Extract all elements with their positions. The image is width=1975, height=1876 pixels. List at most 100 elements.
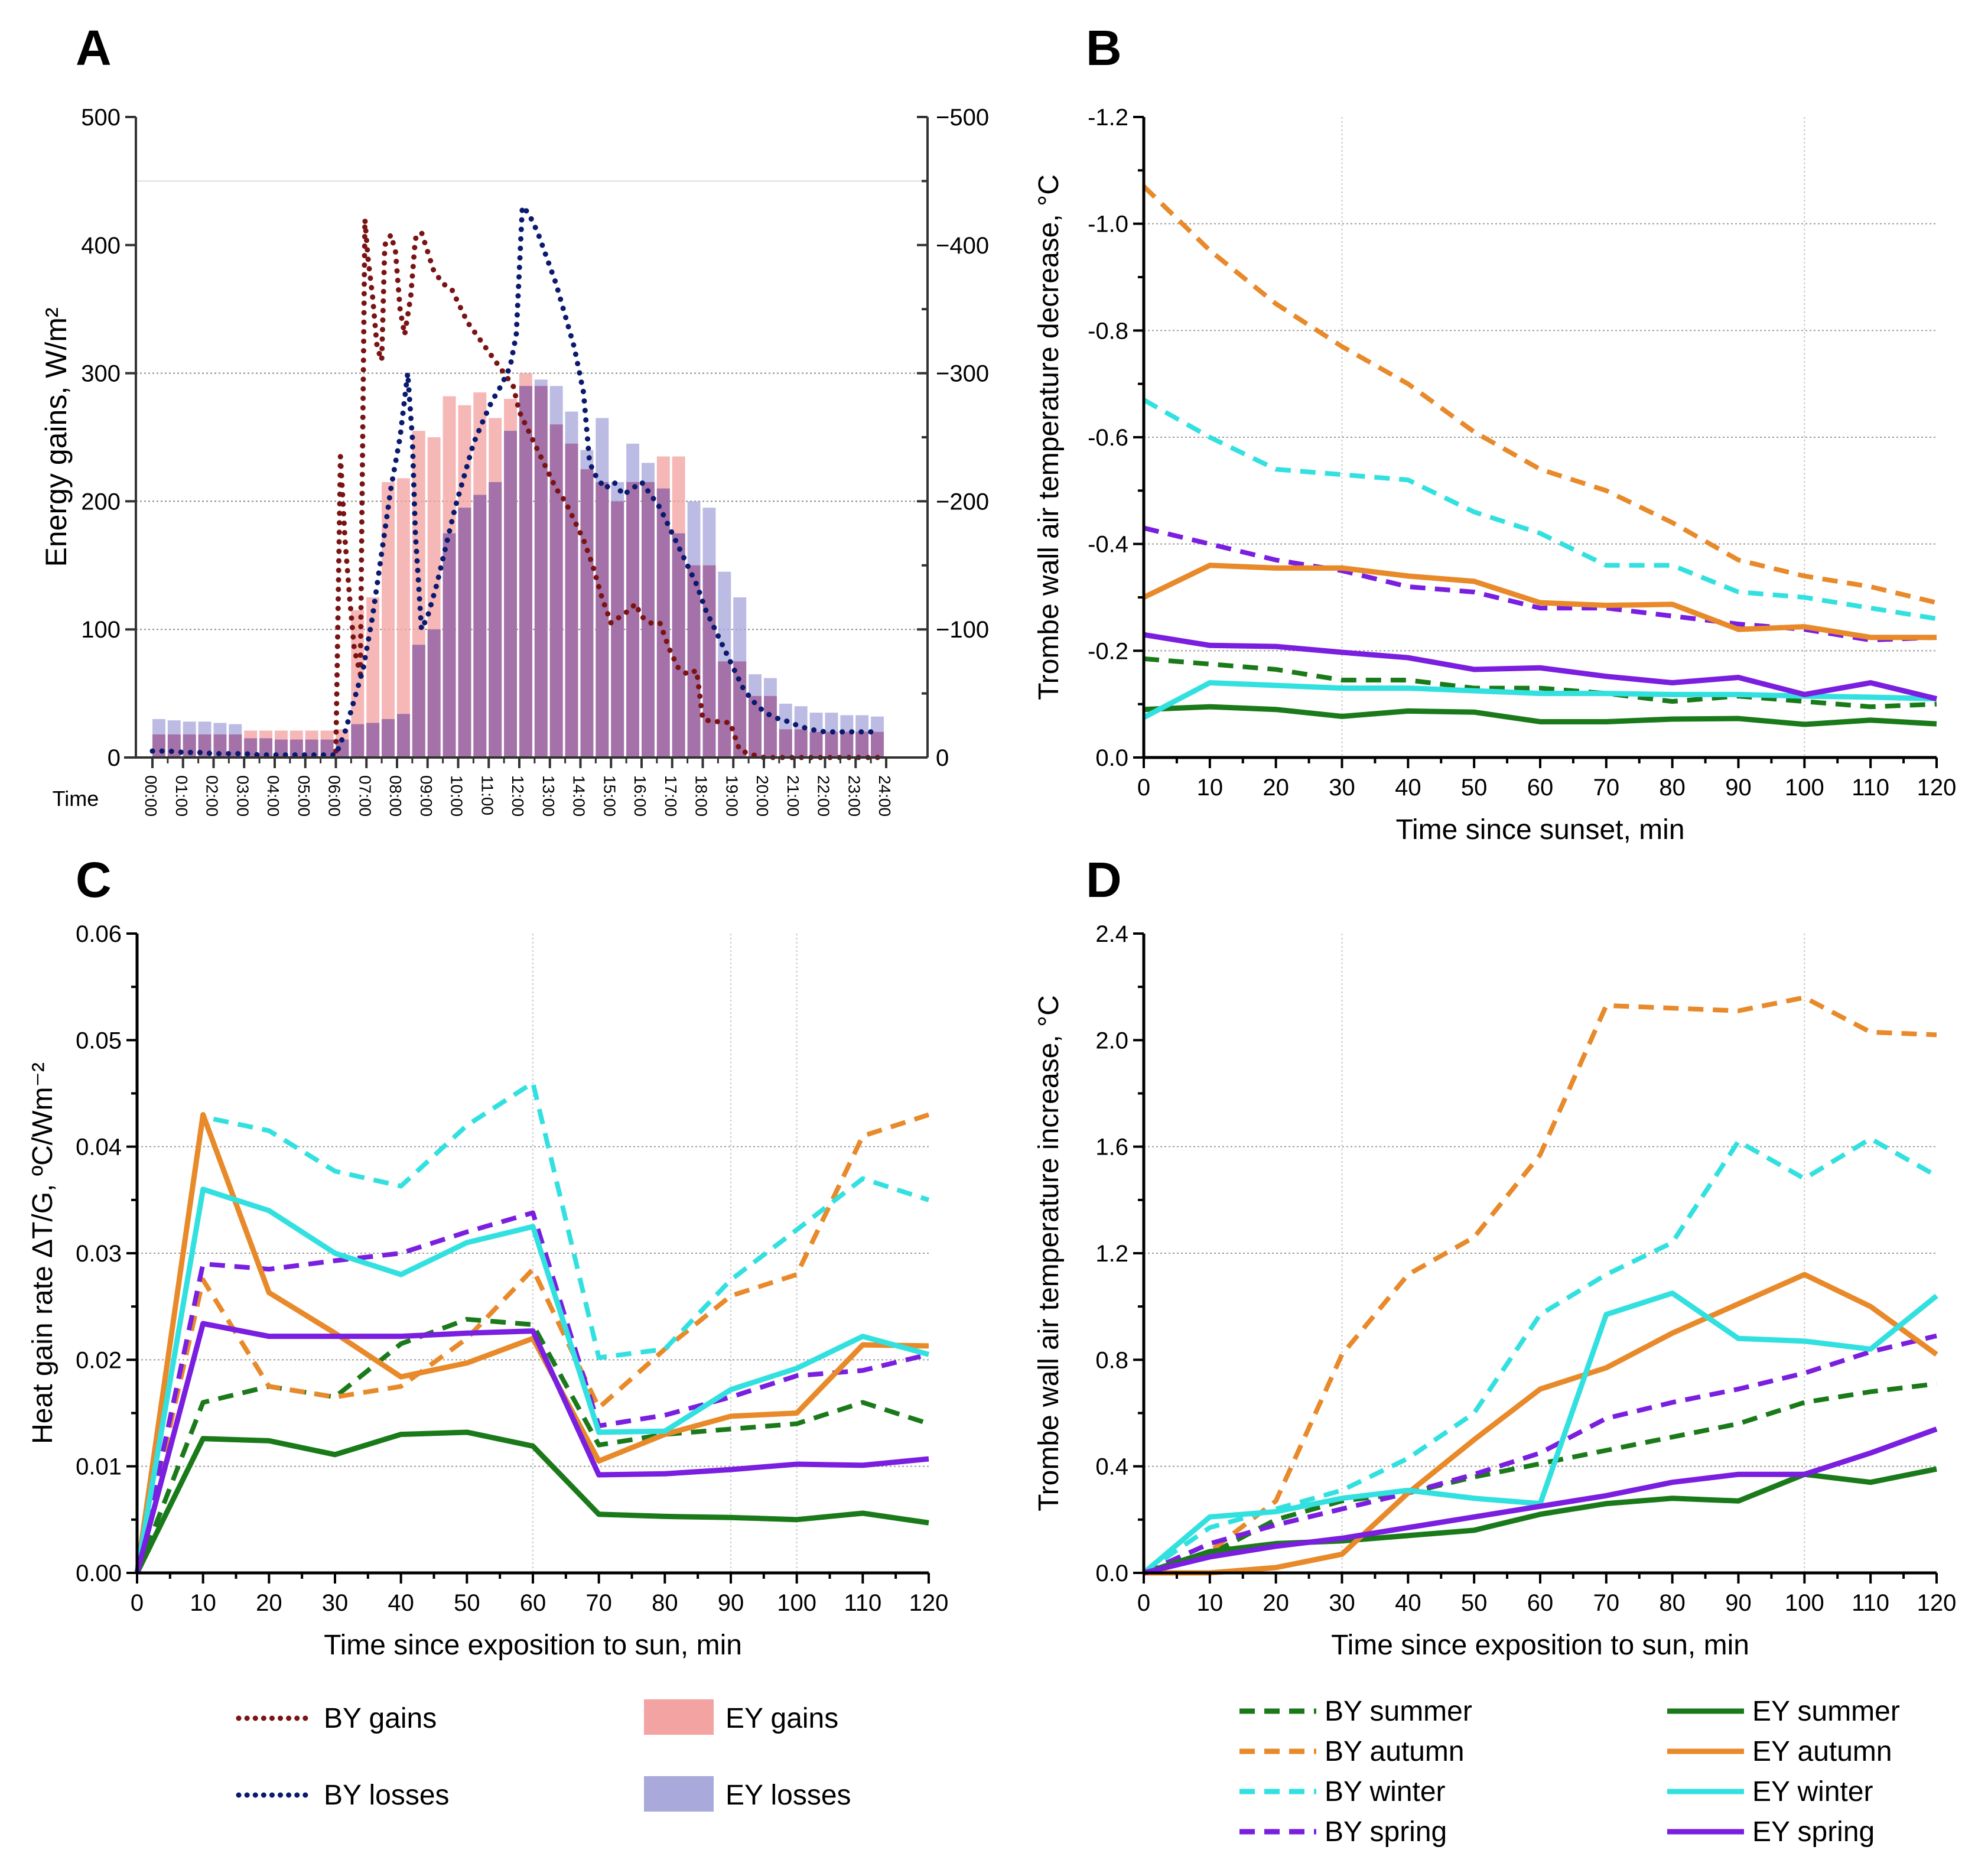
x-tick-label: 90: [718, 1590, 744, 1616]
bar-overlap-segment: [764, 695, 777, 757]
x-tick-label: 14:00: [570, 775, 588, 817]
bar-overlap-segment: [794, 729, 808, 757]
x-tick-label: 70: [1593, 1590, 1620, 1616]
legend-item: BY autumn: [1239, 1736, 1465, 1767]
series-line-by-winter: [1143, 398, 1937, 622]
x-tick-label: 120: [1917, 775, 1957, 801]
bar-overlap-segment: [259, 738, 272, 757]
bar-overlap-segment: [427, 629, 441, 757]
bar-overlap-segment: [825, 731, 838, 757]
x-tick-label: 10: [1197, 775, 1224, 801]
y-tick-label-right: −500: [936, 105, 989, 131]
x-tick-label: 15:00: [600, 775, 619, 817]
bar-overlap-segment: [534, 386, 548, 757]
x-tick-label: 24:00: [876, 775, 894, 817]
x-tick-label: 30: [1329, 775, 1355, 801]
bar-overlap-segment: [336, 739, 349, 757]
x-tick-label: 09:00: [417, 775, 435, 817]
y-tick-label: 2.0: [1095, 1028, 1128, 1054]
y-tick-label: -1.2: [1088, 105, 1128, 131]
y-tick-label: 1.6: [1095, 1134, 1128, 1160]
legend-item: EY summer: [1667, 1696, 1900, 1727]
legend-label: BY losses: [324, 1780, 450, 1811]
bar-overlap-segment: [382, 718, 395, 757]
x-tick-label: 20: [1263, 1590, 1289, 1616]
y-tick-label: 0.4: [1095, 1454, 1128, 1480]
x-tick-label: 100: [777, 1590, 816, 1616]
legend-item: EY gains: [644, 1699, 838, 1735]
series-line-by-autumn: [1143, 995, 1937, 1575]
y-tick-label: 0.8: [1095, 1347, 1128, 1373]
x-tick-label: 03:00: [233, 775, 252, 817]
x-tick-label: 10: [1197, 1590, 1224, 1616]
legend-label: BY summer: [1325, 1696, 1472, 1727]
x-tick-label: 10:00: [448, 775, 466, 817]
legend-label: EY losses: [725, 1780, 851, 1811]
x-tick-label: 08:00: [386, 775, 405, 817]
bar-overlap-segment: [718, 661, 731, 757]
x-tick-label: 50: [1461, 775, 1488, 801]
x-tick-label: 0: [131, 1590, 144, 1616]
legend-item: EY autumn: [1667, 1736, 1892, 1767]
y-tick-label: -0.8: [1088, 318, 1128, 344]
y-tick-label: -0.6: [1088, 425, 1128, 451]
chart-panel-B: 0.0 -0.2 -0.4 -0.6 -0.8 -1.0 -1.2 0 10 20 30 40 50 60…: [1033, 105, 1956, 846]
legend-item: BY winter: [1239, 1776, 1446, 1807]
y-tick-label: 0.01: [76, 1454, 122, 1480]
bar: [397, 478, 410, 757]
y-tick-label: 300: [81, 361, 121, 387]
y-tick-label: 2.4: [1095, 921, 1128, 947]
x-tick-label: 05:00: [295, 775, 313, 817]
series-line-by-spring: [1143, 525, 1937, 643]
bar-overlap-segment: [412, 645, 425, 757]
x-tick-label: 22:00: [815, 775, 833, 817]
y-tick-label-right: −300: [936, 361, 989, 387]
x-tick-label: 12:00: [509, 775, 527, 817]
bar-overlap-segment: [442, 533, 456, 757]
series-line-by-gains: [333, 219, 889, 760]
bar-overlap-segment: [687, 565, 701, 757]
panel-label: C: [76, 852, 112, 908]
bar-overlap-segment: [565, 443, 578, 757]
y-tick-label: 0.00: [76, 1560, 122, 1586]
x-tick-label: 80: [1659, 1590, 1686, 1616]
legend-item: BY summer: [1239, 1696, 1472, 1727]
bar: [382, 482, 395, 757]
y-tick-label-right: 0: [936, 745, 949, 771]
x-tick-label: 90: [1725, 775, 1752, 801]
y-axis-label: Energy gains, W/m²: [40, 307, 73, 567]
legend-item: BY gains: [236, 1703, 437, 1734]
legend-swatch: [644, 1776, 714, 1812]
bar-overlap-segment: [397, 714, 410, 757]
bar-overlap-segment: [458, 508, 471, 757]
bar-overlap: [152, 386, 884, 757]
bar-overlap-segment: [152, 734, 165, 757]
x-tick-label: 11:00: [478, 775, 496, 815]
x-tick-label: 20: [1263, 775, 1289, 801]
legend-item: EY losses: [644, 1776, 851, 1812]
x-tick-label: 50: [454, 1590, 480, 1616]
x-tick-label: 23:00: [845, 775, 863, 817]
x-tick-label: 60: [520, 1590, 546, 1616]
x-tick-label: 110: [844, 1590, 881, 1616]
x-tick-label: 80: [652, 1590, 678, 1616]
y-tick-label: 100: [81, 617, 121, 643]
bar-overlap-segment: [167, 734, 181, 757]
x-tick-label: 40: [388, 1590, 414, 1616]
x-tick-label: 20:00: [753, 775, 772, 817]
x-tick-label: 06:00: [326, 775, 344, 817]
y-tick-label: -0.4: [1088, 532, 1128, 558]
x-tick-label: 00:00: [142, 775, 160, 817]
x-tick-label: 21:00: [784, 775, 802, 817]
legend-item: BY losses: [236, 1780, 450, 1811]
y-tick-label: 0.02: [76, 1347, 122, 1373]
x-tick-label: 18:00: [692, 775, 711, 817]
x-tick-label: 40: [1395, 775, 1421, 801]
y-axis-label: Heat gain rate ΔT/G, ºC/Wm⁻²: [27, 1062, 58, 1444]
legend-label: BY gains: [324, 1703, 437, 1734]
y-tick-label: -0.2: [1088, 638, 1128, 664]
x-tick-label: 30: [322, 1590, 349, 1616]
x-tick-label: 90: [1725, 1590, 1752, 1616]
y-tick-label: 0.05: [76, 1028, 122, 1054]
